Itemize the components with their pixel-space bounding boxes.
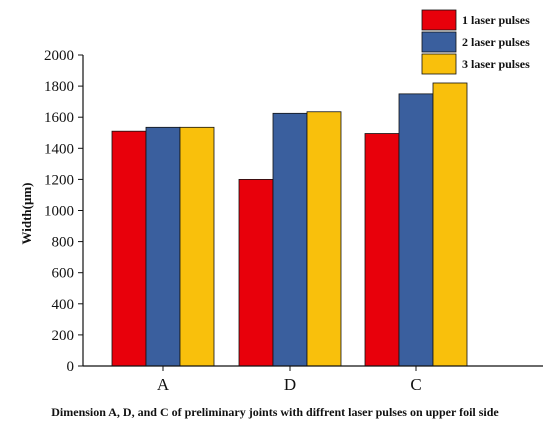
bar-C-series-1 [364, 133, 400, 367]
bar-D-series-1 [238, 178, 274, 367]
legend-label-series-1: 1 laser pulses [462, 13, 530, 27]
y-tick-label-400: 400 [52, 297, 75, 313]
y-tick-label-600: 600 [52, 266, 75, 282]
x-tick-label-C: C [410, 375, 421, 394]
bar-C-series-2 [398, 93, 434, 367]
bar-D-series-2 [272, 112, 308, 367]
y-tick-labels: 0 200 400 600 800 1000 1200 1400 1600 1800 2000 [44, 48, 74, 375]
legend-swatch-series-3 [421, 53, 457, 75]
y-tick-label-2000: 2000 [44, 48, 74, 64]
y-tick-label-1600: 1600 [44, 110, 74, 126]
bar-D-series-3 [306, 111, 342, 367]
legend-label-series-2: 2 laser pulses [462, 35, 530, 49]
legend-label-series-3: 3 laser pulses [462, 57, 530, 71]
bar-C-series-3 [432, 82, 468, 367]
y-tick-label-1800: 1800 [44, 79, 74, 95]
bar-A-series-3 [179, 126, 215, 367]
bars-layer [111, 82, 468, 367]
y-tick-label-1400: 1400 [44, 141, 74, 157]
legend-swatch-series-2 [421, 31, 457, 53]
y-tick-label-1000: 1000 [44, 204, 74, 220]
legend-swatch-series-1 [421, 9, 457, 31]
y-axis-label: Width(μm) [19, 182, 34, 244]
x-tick-label-A: A [157, 375, 170, 394]
legend: 1 laser pulses 2 laser pulses 3 laser puls… [421, 9, 530, 75]
axes-layer [78, 54, 543, 371]
x-axis-label: Dimension A, D, and C of preliminary joi… [51, 405, 499, 419]
y-tick-label-1200: 1200 [44, 172, 74, 188]
y-tick-label-800: 800 [52, 235, 75, 251]
y-tick-label-200: 200 [52, 328, 75, 344]
bar-A-series-1 [111, 130, 147, 367]
y-tick-label-0: 0 [67, 359, 75, 375]
bar-A-series-2 [145, 126, 181, 367]
x-tick-label-D: D [284, 375, 296, 394]
